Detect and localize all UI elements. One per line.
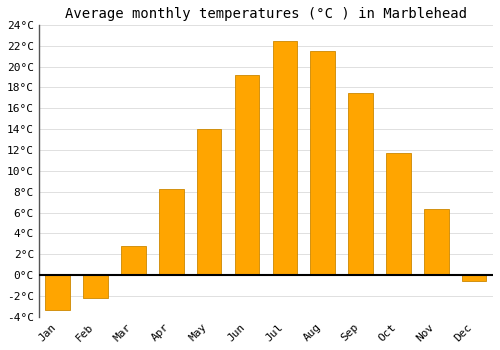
Bar [234,75,260,275]
Bar [84,275,108,298]
Bar [310,51,335,275]
Title: Average monthly temperatures (°C ) in Marblehead: Average monthly temperatures (°C ) in Ma… [65,7,467,21]
Bar [348,93,373,275]
Bar [386,153,410,275]
Bar [197,129,222,275]
Bar [272,41,297,275]
Bar [46,275,70,309]
Bar [159,189,184,275]
Bar [121,246,146,275]
Bar [462,275,486,281]
Bar [424,209,448,275]
